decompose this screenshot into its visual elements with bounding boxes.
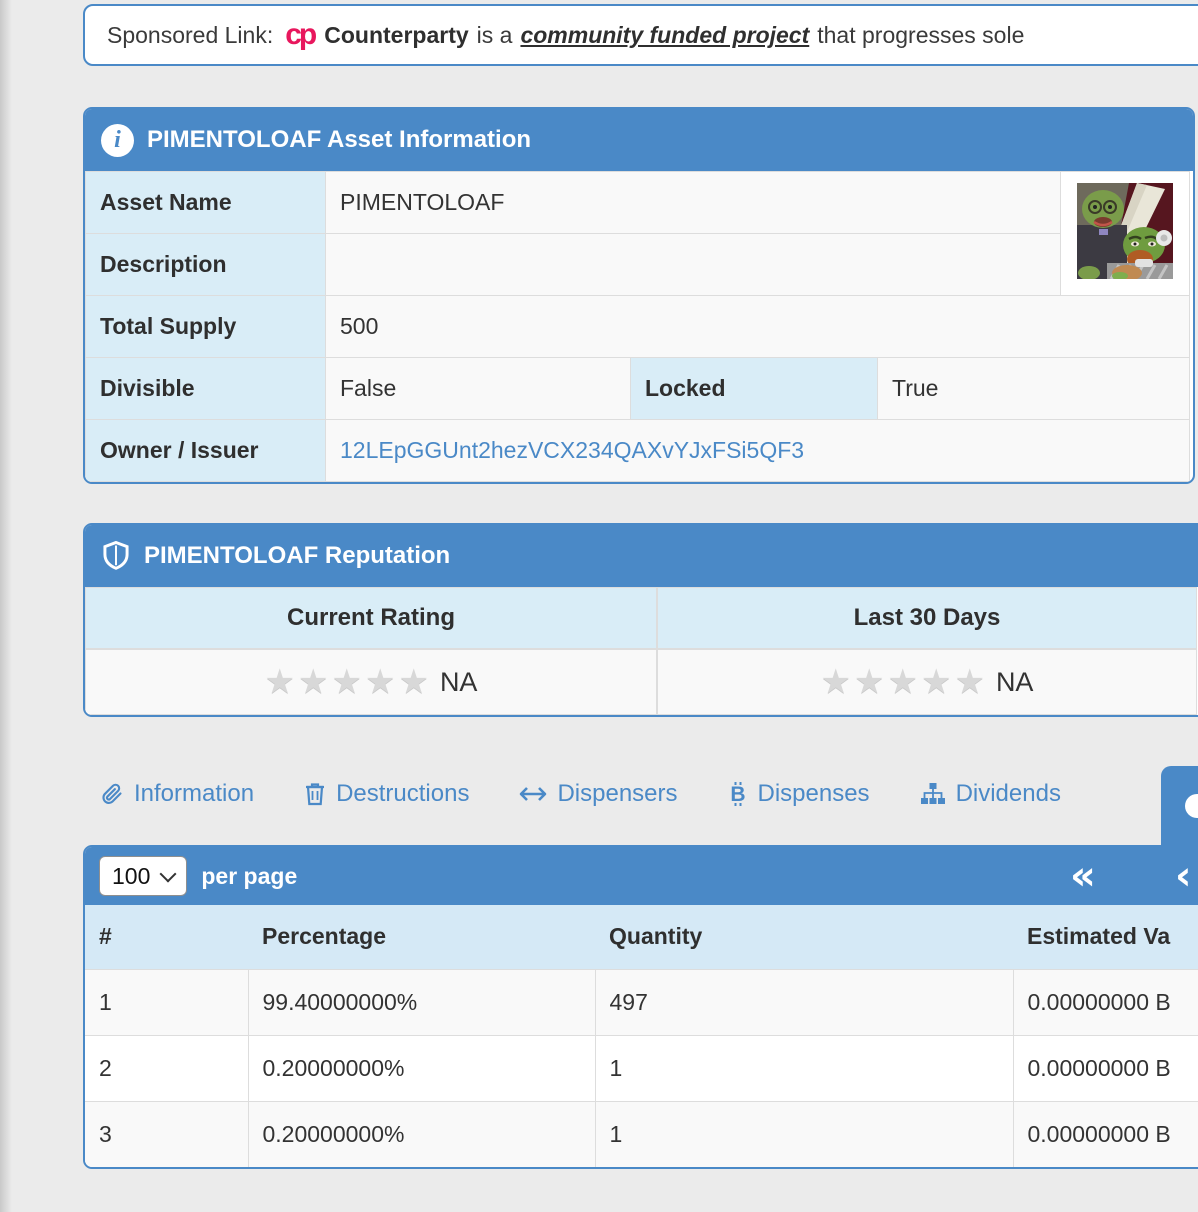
holders-panel: 100 per page « ‹ # Percentage Quantity E… (83, 845, 1198, 1169)
estimated-value-cell: 0.00000000 B (1013, 968, 1198, 1035)
chevron-down-icon (159, 865, 177, 882)
asset-tabs: Information Destructions Dispensers B Di… (100, 780, 1061, 808)
banner-text-suffix: that progresses sole (817, 21, 1025, 48)
total-supply-label: Total Supply (85, 295, 326, 358)
estimated-value-cell: 0.00000000 B (1013, 1100, 1198, 1167)
sitemap-icon (920, 783, 945, 804)
reputation-values: ★★★★★ NA ★★★★★ NA (85, 649, 1198, 715)
tab-label: Dispensers (557, 780, 678, 807)
table-row: 2 0.20000000% 1 0.00000000 B (85, 1034, 1198, 1101)
tab-label: Dividends (955, 780, 1061, 807)
table-row: 1 99.40000000% 497 0.00000000 B (85, 968, 1198, 1035)
previous-page-button[interactable]: ‹ (1175, 853, 1192, 899)
locked-value: True (876, 357, 1191, 420)
tab-information[interactable]: Information (100, 780, 254, 808)
viewport-edge-shade (0, 0, 12, 1212)
owner-issuer-cell: 12LEpGGUnt2hezVCX234QAXvYJxFSi5QF3 (324, 419, 1191, 482)
tab-label: Dispenses (757, 780, 870, 807)
percentage-cell: 0.20000000% (248, 1034, 596, 1101)
shield-icon (103, 540, 129, 570)
tab-dispenses[interactable]: B Dispenses (728, 780, 870, 808)
holders-toolbar: 100 per page « ‹ (85, 847, 1198, 905)
asset-name-value: PIMENTOLOAF (324, 171, 1062, 234)
tab-destructions[interactable]: Destructions (304, 780, 469, 808)
asset-info-title: PIMENTOLOAF Asset Information (147, 126, 532, 153)
table-row: Description (85, 233, 1190, 296)
last-30-days-cell: ★★★★★ NA (657, 649, 1197, 715)
tab-dividends[interactable]: Dividends (920, 780, 1061, 808)
current-rating-cell: ★★★★★ NA (85, 649, 657, 715)
quantity-cell: 497 (595, 968, 1014, 1035)
divisible-value: False (325, 357, 631, 420)
last-30-days-value: NA (995, 666, 1034, 697)
asset-info-panel: i PIMENTOLOAF Asset Information Asset Na… (83, 107, 1195, 484)
divisible-label: Divisible (85, 357, 326, 420)
reputation-column-headers: Current Rating Last 30 Days (85, 587, 1198, 649)
asset-image[interactable] (1077, 182, 1174, 281)
rank-cell: 1 (85, 968, 249, 1035)
current-rating-header: Current Rating (85, 587, 657, 649)
brand-name: Counterparty (324, 21, 469, 48)
paperclip-icon (102, 783, 122, 804)
holders-header-row: # Percentage Quantity Estimated Va (85, 905, 1198, 969)
arrows-horizontal-icon (520, 787, 547, 801)
description-label: Description (85, 233, 326, 296)
tab-label: Destructions (336, 780, 470, 807)
tab-label: Information (134, 780, 255, 807)
holders-table: # Percentage Quantity Estimated Va 1 99.… (85, 905, 1198, 1167)
estimated-value-cell: 0.00000000 B (1013, 1034, 1198, 1101)
sponsored-link-prefix: Sponsored Link: (107, 21, 274, 48)
counterparty-logo-icon: cp (285, 18, 317, 51)
percentage-cell: 99.40000000% (248, 968, 596, 1035)
per-page-label: per page (201, 862, 298, 889)
column-header-rank: # (85, 905, 248, 969)
star-rating-icons: ★★★★★ (820, 662, 988, 702)
star-rating-icons: ★★★★★ (264, 662, 432, 702)
bitcoin-icon: B (730, 782, 745, 806)
first-page-button[interactable]: « (1070, 853, 1096, 899)
per-page-selected-value: 100 (112, 862, 151, 889)
table-row: Divisible False Locked True (85, 357, 1191, 420)
reputation-panel: PIMENTOLOAF Reputation Current Rating La… (83, 523, 1198, 717)
quantity-cell: 1 (595, 1100, 1014, 1167)
total-supply-value: 500 (324, 295, 1191, 358)
asset-name-label: Asset Name (85, 171, 326, 234)
locked-label: Locked (630, 357, 878, 420)
asset-info-table: Asset Name PIMENTOLOAF (85, 171, 1191, 482)
holders-tab-icon (1185, 794, 1198, 818)
tab-holders-active-partial[interactable] (1161, 766, 1198, 846)
quantity-cell: 1 (595, 1034, 1014, 1101)
column-header-estimated-value: Estimated Va (1013, 905, 1198, 969)
table-row: Asset Name PIMENTOLOAF (85, 171, 1191, 296)
percentage-cell: 0.20000000% (248, 1100, 596, 1167)
sponsored-link-banner: Sponsored Link: cp Counterparty is a com… (83, 4, 1198, 66)
owner-issuer-label: Owner / Issuer (85, 419, 326, 482)
owner-address-link[interactable]: 12LEpGGUnt2hezVCX234QAXvYJxFSi5QF3 (340, 437, 805, 463)
tab-dispensers[interactable]: Dispensers (519, 780, 678, 808)
banner-text-mid: is a (476, 21, 513, 48)
svg-text:B: B (730, 783, 745, 806)
per-page-select[interactable]: 100 (99, 856, 188, 896)
rank-cell: 2 (85, 1034, 249, 1101)
current-rating-value: NA (439, 666, 478, 697)
info-circle-icon: i (101, 123, 134, 157)
description-value (324, 233, 1062, 296)
column-header-percentage: Percentage (248, 905, 595, 969)
asset-image-cell (1060, 171, 1191, 296)
last-30-days-header: Last 30 Days (657, 587, 1197, 649)
asset-info-header: i PIMENTOLOAF Asset Information (85, 109, 1193, 171)
table-row: Total Supply 500 (85, 295, 1191, 358)
reputation-header: PIMENTOLOAF Reputation (85, 525, 1198, 587)
column-header-quantity: Quantity (595, 905, 1013, 969)
table-row: 3 0.20000000% 1 0.00000000 B (85, 1100, 1198, 1167)
reputation-title: PIMENTOLOAF Reputation (144, 542, 451, 569)
trash-icon (306, 783, 325, 806)
community-funded-project-link[interactable]: community funded project (520, 21, 810, 48)
table-row: Owner / Issuer 12LEpGGUnt2hezVCX234QAXvY… (85, 419, 1191, 482)
rank-cell: 3 (85, 1100, 249, 1167)
